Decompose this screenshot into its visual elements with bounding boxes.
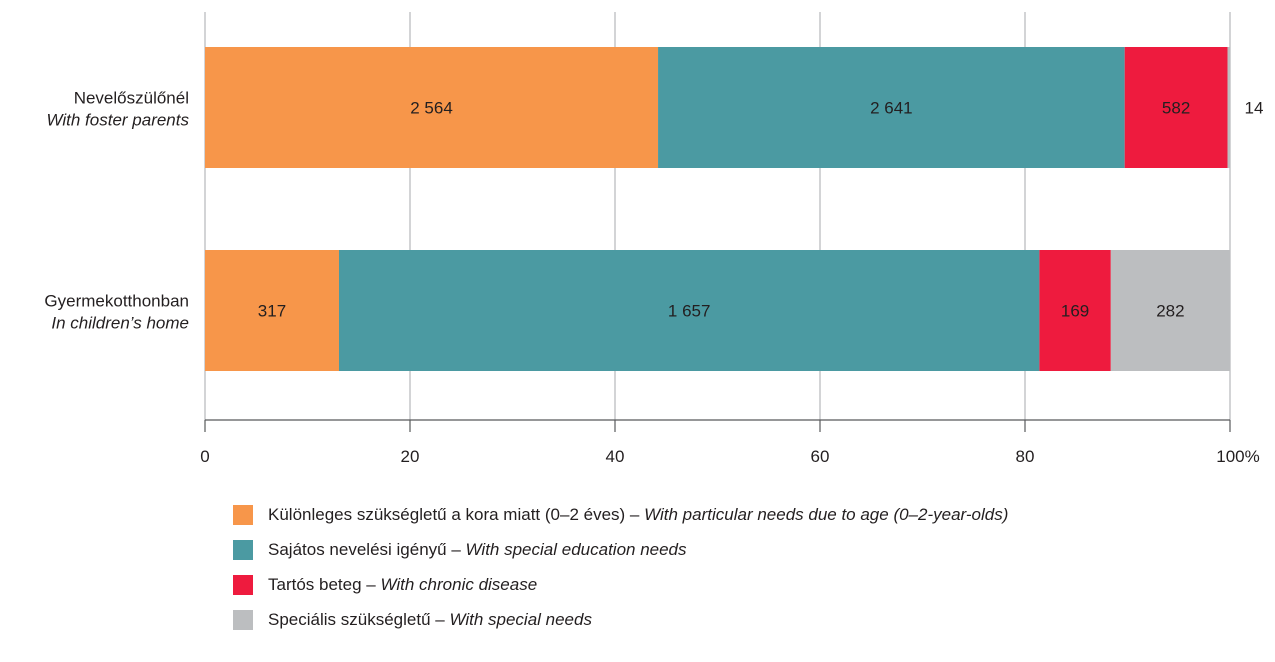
bar-value-label: 2 564 bbox=[410, 99, 453, 118]
legend-label-en: With chronic disease bbox=[380, 575, 538, 594]
bar-value-label: 169 bbox=[1061, 302, 1089, 321]
legend-label: Különleges szükségletű a kora miatt (0–2… bbox=[268, 505, 1009, 524]
x-tick-label: 40 bbox=[606, 447, 625, 466]
category-label-en: In children’s home bbox=[51, 314, 189, 333]
x-tick-label: 100% bbox=[1216, 447, 1259, 466]
bar-value-label: 1 657 bbox=[668, 302, 711, 321]
x-tick-label: 20 bbox=[401, 447, 420, 466]
bars bbox=[205, 47, 1230, 371]
legend-label-hu: Speciális szükségletű bbox=[268, 610, 431, 629]
bar-value-label: 282 bbox=[1156, 302, 1184, 321]
legend-label: Speciális szükségletű – With special nee… bbox=[268, 610, 592, 629]
category-labels: Nevelőszülőnél With foster parents Gyermek… bbox=[44, 89, 189, 333]
bar-segment bbox=[1110, 250, 1230, 371]
bar-value-label: 2 641 bbox=[870, 99, 913, 118]
legend-label-hu: Különleges szükségletű a kora miatt (0–2… bbox=[268, 505, 626, 524]
legend-label-hu: Tartós beteg bbox=[268, 575, 362, 594]
x-axis: 0 20 40 60 80 100% bbox=[200, 419, 1260, 466]
legend-label-en: With particular needs due to age (0–2-ye… bbox=[644, 505, 1009, 524]
category-label-hu: Gyermekotthonban bbox=[44, 292, 189, 311]
bar-segment bbox=[205, 47, 659, 168]
legend-swatch bbox=[233, 505, 253, 525]
legend-label: Tartós beteg – With chronic disease bbox=[268, 575, 538, 594]
legend-swatch bbox=[233, 610, 253, 630]
x-tick-label: 80 bbox=[1016, 447, 1035, 466]
bar-segment bbox=[1227, 47, 1230, 168]
category-label-en: With foster parents bbox=[46, 111, 189, 130]
bar-segment bbox=[1124, 47, 1228, 168]
legend-label-hu: Sajátos nevelési igényű bbox=[268, 540, 447, 559]
bar-value-label: 582 bbox=[1162, 99, 1190, 118]
bar-value-label: 317 bbox=[258, 302, 286, 321]
x-tick-label: 0 bbox=[200, 447, 209, 466]
stacked-bar-chart: 2 564 2 641 582 14 317 1 657 169 282 Nevelőszül… bbox=[44, 12, 1264, 466]
legend-label: Sajátos nevelési igényű – With special e… bbox=[268, 540, 687, 559]
bar-segment bbox=[338, 250, 1040, 371]
legend-swatch bbox=[233, 575, 253, 595]
legend-label-en: With special needs bbox=[449, 610, 592, 629]
bar-segment bbox=[205, 250, 339, 371]
bar-value-label: 14 bbox=[1245, 99, 1264, 118]
bar-segment bbox=[658, 47, 1125, 168]
category-label-hu: Nevelőszülőnél bbox=[74, 89, 189, 108]
bar-segment bbox=[1039, 250, 1111, 371]
legend-swatch bbox=[233, 540, 253, 560]
x-tick-label: 60 bbox=[811, 447, 830, 466]
legend-label-en: With special education needs bbox=[465, 540, 687, 559]
bar-value-labels: 2 564 2 641 582 14 317 1 657 169 282 bbox=[258, 99, 1264, 321]
